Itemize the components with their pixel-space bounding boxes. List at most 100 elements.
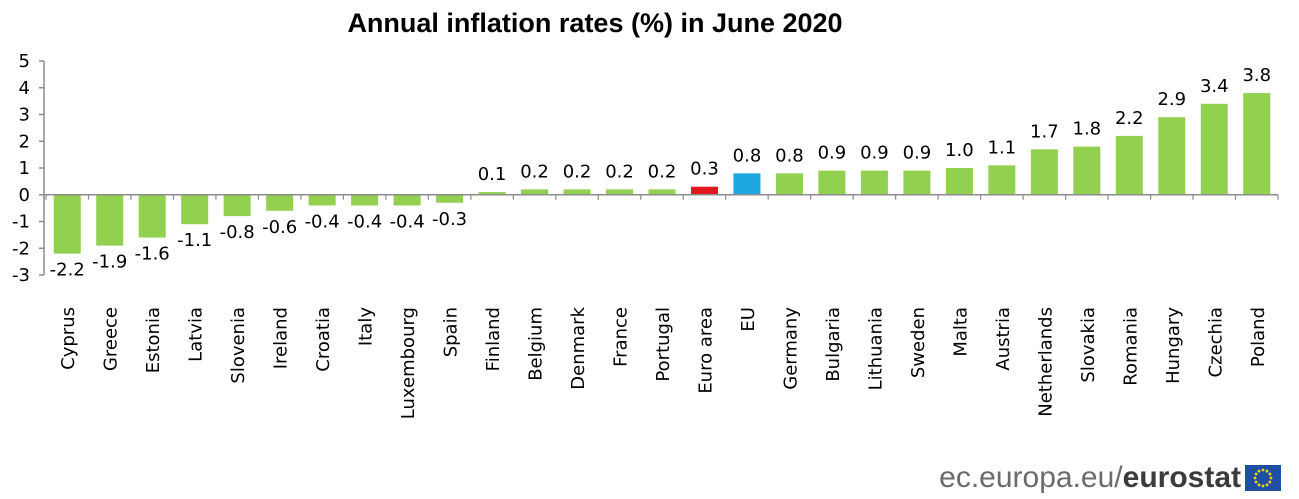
bar-estonia <box>138 194 166 238</box>
category-label: Poland <box>1248 307 1269 367</box>
bar-finland <box>478 192 506 195</box>
data-label: 0.8 <box>733 145 762 166</box>
data-label: -0.6 <box>262 217 297 238</box>
bar-greece <box>96 194 124 246</box>
bar-germany <box>775 173 803 195</box>
category-label: Belgium <box>526 307 547 381</box>
y-tick-label: -2 <box>12 238 30 259</box>
category-label: Czechia <box>1205 307 1226 377</box>
bar-ireland <box>266 194 294 211</box>
bar-czechia <box>1200 103 1228 195</box>
bar-slovenia <box>223 194 251 217</box>
bar-euro-area <box>690 186 718 195</box>
source-url[interactable]: ec.europa.eu/ <box>939 461 1123 494</box>
category-label: Latvia <box>186 307 207 362</box>
eu-flag-icon <box>1245 465 1281 491</box>
bar-croatia <box>308 194 336 206</box>
y-tick-label: -3 <box>12 265 30 286</box>
bar-spain <box>436 194 464 203</box>
bar-romania <box>1115 135 1143 195</box>
bar-portugal <box>648 189 676 195</box>
category-label: Lithuania <box>865 307 886 390</box>
data-label: 0.9 <box>860 143 889 164</box>
bar-luxembourg <box>393 194 421 206</box>
y-tick-label: 5 <box>19 51 30 72</box>
data-label: 1.7 <box>1030 121 1059 142</box>
category-label: Romania <box>1120 307 1141 386</box>
data-label: 1.8 <box>1073 119 1102 140</box>
category-label: Hungary <box>1163 307 1184 384</box>
category-label: Malta <box>950 307 971 357</box>
bar-denmark <box>563 189 591 195</box>
data-label: -0.8 <box>220 222 255 243</box>
bar-bulgaria <box>818 170 846 195</box>
category-label: Ireland <box>271 307 292 369</box>
data-label: 2.2 <box>1115 108 1144 129</box>
category-label: Germany <box>780 307 801 390</box>
data-label: 0.9 <box>903 143 932 164</box>
data-label: 0.2 <box>520 161 549 182</box>
y-tick-label: 2 <box>19 131 30 152</box>
bar-sweden <box>903 170 931 195</box>
bar-lithuania <box>860 170 888 195</box>
category-label: Croatia <box>313 307 334 372</box>
bar-austria <box>988 165 1016 195</box>
category-label: Austria <box>993 307 1014 371</box>
category-label: Estonia <box>143 307 164 373</box>
category-label: France <box>611 307 632 367</box>
data-label: 0.2 <box>563 161 592 182</box>
category-label: Bulgaria <box>823 307 844 382</box>
data-label: 1.0 <box>945 140 974 161</box>
data-label: -0.4 <box>347 211 382 232</box>
category-label: Slovenia <box>228 307 249 384</box>
bar-belgium <box>521 189 549 195</box>
bar-italy <box>351 194 379 206</box>
bar-netherlands <box>1030 149 1058 195</box>
data-label: 0.9 <box>818 143 847 164</box>
category-label: EU <box>738 307 759 332</box>
y-tick-label: 1 <box>19 158 30 179</box>
data-label: 2.9 <box>1157 89 1186 110</box>
data-label: -1.1 <box>177 230 212 251</box>
category-label: Luxembourg <box>398 307 419 419</box>
category-label: Slovakia <box>1078 307 1099 383</box>
bar-cyprus <box>53 194 81 254</box>
category-label: Netherlands <box>1035 307 1056 417</box>
source-brand[interactable]: eurostat <box>1122 461 1241 494</box>
bar-chart: 5 4 3 2 1 0 -1 -2 -3 -2.2 Cyprus -1.9 Greece -1.6 Esto… <box>12 51 1279 419</box>
category-label: Euro area <box>695 307 716 394</box>
bar-hungary <box>1158 117 1186 195</box>
data-label: 1.1 <box>988 137 1017 158</box>
y-tick-label: -1 <box>12 212 30 233</box>
category-label: Portugal <box>653 307 674 382</box>
bar-slovakia <box>1073 146 1101 195</box>
category-label: Italy <box>356 307 377 346</box>
category-label: Spain <box>441 307 462 357</box>
y-tick-label: 0 <box>19 185 30 206</box>
data-label: -1.9 <box>92 252 127 273</box>
category-label: Cyprus <box>58 307 79 370</box>
category-label: Greece <box>101 307 122 371</box>
data-label: 0.8 <box>775 145 804 166</box>
bar-poland <box>1243 93 1271 195</box>
data-label: -1.6 <box>135 244 170 265</box>
category-label: Finland <box>483 307 504 371</box>
y-tick-label: 3 <box>19 105 30 126</box>
source-credit[interactable]: ec.europa.eu/ eurostat <box>939 461 1281 494</box>
data-label: -0.4 <box>390 211 425 232</box>
y-tick-label: 4 <box>19 78 30 99</box>
data-label: 3.4 <box>1200 76 1229 97</box>
data-label: 3.8 <box>1242 65 1271 86</box>
bar-eu <box>733 173 761 195</box>
bar-france <box>606 189 634 195</box>
data-label: -0.4 <box>305 211 340 232</box>
data-label: -0.3 <box>432 209 467 230</box>
bar-latvia <box>181 194 209 225</box>
data-label: 0.3 <box>690 159 719 180</box>
data-label: 0.1 <box>478 164 507 185</box>
data-label: 0.2 <box>605 161 634 182</box>
category-label: Denmark <box>568 306 589 389</box>
data-label: 0.2 <box>648 161 677 182</box>
data-label: -2.2 <box>50 260 85 281</box>
chart-title: Annual inflation rates (%) in June 2020 <box>347 8 843 38</box>
